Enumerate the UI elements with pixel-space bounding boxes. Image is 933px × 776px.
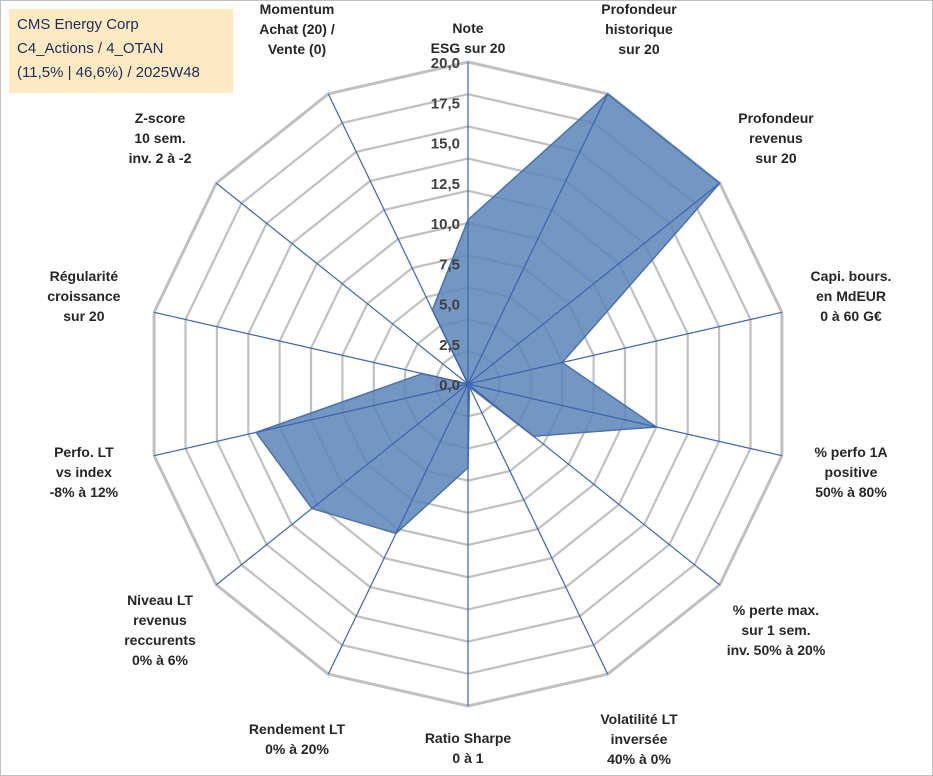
axis-spoke-12 [153,311,469,385]
axis-label-4: Capi. bours. en MdEUR 0 à 60 G€ [811,266,892,326]
axis-label-line: 0% à 6% [131,651,189,668]
axis-label-line: 0% à 20% [265,741,329,757]
data-series-polygon [254,92,721,535]
axis-spoke-11 [153,383,469,457]
axis-label-line: 10 sem. [134,130,186,147]
axis-label-line: 0 à 60 G€ [820,308,882,325]
axis-label-line: inv. 2 à -2 [128,150,192,167]
axis-label-line: Achat (20) / [259,21,335,37]
axis-label-line: -8% à 12% [49,483,119,500]
axis-label-line: Volatilité LT [600,711,678,727]
axis-label-line: positive [824,463,878,480]
axis-spoke-7 [467,383,609,675]
axis-label-5: % perfo 1A positive 50% à 80% [814,442,887,502]
axis-label-line: % perfo 1A [814,443,888,460]
axis-label-line: inversée [610,731,668,747]
tick-label-4: 10,0 [431,216,460,233]
info-box: CMS Energy Corp C4_Actions / 4_OTAN (11,… [9,9,233,93]
axis-label-line: Ratio Sharpe [424,730,512,746]
axis-label-line: Niveau LT [127,591,193,608]
axis-label-line: % perte max. [732,601,820,618]
axis-label-6: % perte max. sur 1 sem. inv. 50% à 20% [727,600,826,660]
axis-label-1: Note ESG sur 20 [431,18,506,58]
company-name: CMS Energy Corp [17,16,139,33]
axis-spoke-13 [215,182,469,385]
axis-spoke-5 [467,383,783,457]
axis-label-line: Vente (0) [267,41,327,57]
tick-label-3: 7,5 [439,256,460,273]
axis-label-line: sur 20 [63,308,105,325]
axis-spoke-9 [327,383,469,675]
axis-label-8: Ratio Sharpe 0 à 1 [425,728,511,768]
data-point-6 [532,435,535,438]
axis-label-line: Rendement LT [248,721,346,737]
axis-label-11: Perfo. LT vs index -8% à 12% [50,442,118,502]
axis-label-13: Z-score 10 sem. inv. 2 à -2 [129,108,192,168]
axis-label-line: 50% à 80% [815,483,887,500]
axis-label-9: Rendement LT 0% à 20% [249,719,345,759]
data-point-12 [421,372,424,375]
axis-label-line: 40% à 0% [607,751,671,767]
axis-spoke-6 [467,383,721,586]
axis-label-line: en MdEUR [816,288,886,305]
axis-label-line: Profondeur [601,1,677,17]
axis-label-line: reccurents [124,631,196,648]
axis-label-line: Z-score [134,110,186,127]
axis-label-line: croissance [47,288,121,305]
axis-label-line: sur 20 [618,41,660,57]
axis-label-line: Note [452,20,484,36]
axis-label-14: Momentum Achat (20) / Vente (0) [259,0,334,59]
axis-label-line: Momentum [259,1,335,17]
portfolio-label: C4_Actions / 4_OTAN [17,40,164,57]
axis-spoke-10 [215,383,469,586]
data-point-8 [467,466,469,469]
axis-label-line: revenus [133,611,187,628]
axis-label-line: Régularité [49,268,119,285]
data-point-3 [718,182,721,184]
axis-label-line: inv. 50% à 20% [726,641,826,658]
axis-label-2: Profondeur historique sur 20 [601,0,676,59]
axis-label-line: 0 à 1 [452,750,484,766]
data-point-7 [468,386,471,388]
tick-label-7: 17,5 [431,95,460,112]
axis-label-10: Niveau LT revenus reccurents 0% à 6% [124,590,196,670]
data-point-13 [467,383,469,385]
data-point-4 [561,361,563,364]
data-point-1 [467,219,469,221]
axis-label-line: sur 1 sem. [741,621,811,638]
axis-label-7: Volatilité LT inversée 40% à 0% [600,709,677,769]
data-point-14 [431,309,434,311]
tick-label-5: 12,5 [431,176,460,193]
axis-label-line: sur 20 [755,150,797,167]
axis-label-line: Perfo. LT [54,443,114,460]
tick-label-0: 0,0 [439,377,460,394]
tick-label-8: 20,0 [431,55,460,72]
axis-label-line: Profondeur [738,110,814,127]
axis-spoke-2 [467,93,609,385]
tick-label-1: 2,5 [439,337,460,354]
data-point-2 [606,93,609,95]
axis-spoke-14 [327,93,469,385]
axis-label-3: Profondeur revenus sur 20 [738,108,813,168]
data-point-10 [311,507,313,510]
axis-label-12: Régularité croissance sur 20 [47,266,120,326]
axis-label-line: revenus [749,130,803,147]
axis-label-line: ESG sur 20 [430,40,506,56]
axis-spoke-4 [467,311,783,385]
stats-label: (11,5% | 46,6%) / 2025W48 [17,64,200,81]
tick-label-6: 15,0 [431,136,460,153]
axis-label-line: historique [605,21,673,37]
axis-label-line: vs index [55,463,112,480]
axis-label-line: Capi. bours. [810,268,892,285]
tick-label-2: 5,0 [439,297,460,314]
data-point-9 [395,532,397,535]
data-point-5 [655,426,658,428]
axis-spoke-3 [467,182,721,385]
data-point-11 [255,431,257,434]
